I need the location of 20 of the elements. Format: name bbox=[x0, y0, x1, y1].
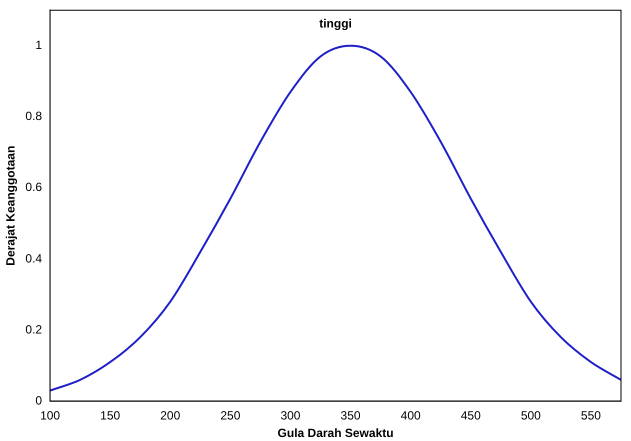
text: tinggi bbox=[319, 16, 352, 31]
y-tick-label: 1 bbox=[35, 38, 42, 52]
x-tick-label: 450 bbox=[460, 408, 482, 423]
x-tick-label: 150 bbox=[100, 408, 121, 423]
y-tick-label: 0.8 bbox=[25, 109, 42, 124]
x-tick-label: 300 bbox=[280, 408, 301, 423]
y-axis-title: Derajat Keanggotaan bbox=[4, 146, 18, 266]
y-tick-label: 0.2 bbox=[25, 322, 42, 336]
y-tick-label: 0 bbox=[35, 394, 42, 408]
x-tick-label: 500 bbox=[520, 408, 542, 423]
x-axis-title: Gula Darah Sewaktu bbox=[278, 426, 394, 440]
line-series bbox=[50, 44, 621, 392]
x-tick-label: 350 bbox=[340, 408, 361, 423]
x-tick-label: 250 bbox=[220, 408, 241, 423]
x-tick-label: 100 bbox=[40, 408, 60, 423]
x-tick-label: 200 bbox=[160, 408, 181, 423]
y-tick-label: 0.6 bbox=[25, 180, 42, 194]
x-tick-label: 550 bbox=[580, 408, 602, 423]
y-tick-label: 0.4 bbox=[25, 251, 42, 266]
x-tick-label: 400 bbox=[400, 408, 421, 423]
